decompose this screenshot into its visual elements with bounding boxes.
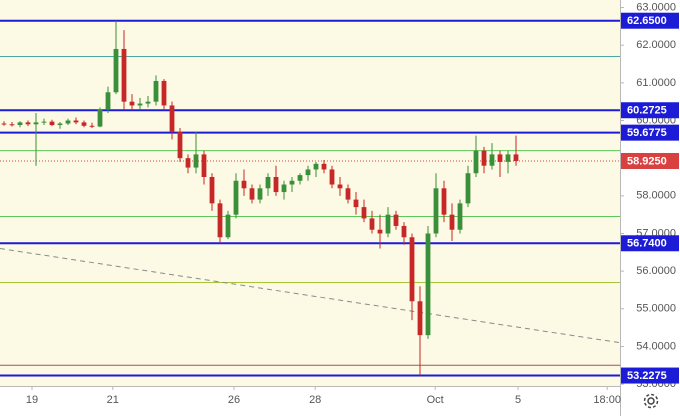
candle-body (153, 80, 159, 102)
x-tick-label: 18:00 (593, 394, 621, 406)
y-tick-label: 56.0000 (636, 265, 676, 277)
candle-body (321, 163, 327, 170)
candle-body (121, 48, 127, 102)
candle-body (81, 122, 87, 126)
candle-body (481, 150, 487, 166)
last-price-label: 58.9250 (627, 155, 667, 167)
candle-body (377, 229, 383, 234)
candle-body (417, 301, 423, 336)
level-label: 53.2275 (627, 370, 667, 382)
candle-body (329, 169, 335, 185)
candle-body (433, 188, 439, 234)
candle-body (17, 122, 23, 126)
candle-body (337, 184, 343, 189)
candle-body (257, 188, 263, 200)
candle-body (9, 124, 15, 126)
trend-line (0, 248, 621, 344)
level-tag (621, 235, 679, 252)
candle-body (289, 180, 295, 185)
level-label: 60.2725 (627, 105, 667, 117)
level-tag (621, 124, 679, 141)
candle-body (297, 175, 303, 181)
candle-body (225, 214, 231, 238)
level-label: 59.6775 (627, 127, 667, 139)
candle-body (505, 154, 511, 162)
level-label: 62.6500 (627, 15, 667, 27)
candle-body (513, 154, 519, 161)
candle-body (353, 199, 359, 208)
candle-body (281, 184, 287, 193)
y-tick-label: 54.0000 (636, 340, 676, 352)
candle-body (97, 109, 103, 127)
candle-body (497, 154, 503, 162)
candle-body (233, 180, 239, 215)
y-tick-label: 61.0000 (636, 77, 676, 89)
candle-body (313, 163, 319, 170)
time-axis (0, 386, 620, 416)
y-tick-label: 62.0000 (636, 39, 676, 51)
candle-body (89, 125, 95, 127)
price-axis (620, 0, 680, 416)
candle-body (57, 123, 63, 126)
candle-body (113, 48, 119, 93)
settings-icon[interactable] (643, 393, 659, 409)
level-tag (621, 102, 679, 119)
candle-body (161, 80, 167, 106)
candle-body (169, 105, 175, 132)
candle-body (209, 176, 215, 204)
y-tick-label: 58.0000 (636, 190, 676, 202)
level-tag (621, 367, 679, 384)
candle-body (369, 218, 375, 230)
candle-body (473, 150, 479, 174)
candle-body (457, 203, 463, 230)
candle-body (401, 225, 407, 238)
x-tick-label: 5 (515, 394, 521, 406)
candle-body (265, 176, 271, 189)
candle-body (385, 214, 391, 234)
candle-body (129, 101, 135, 106)
candle-body (145, 101, 151, 104)
x-tick-label: 28 (309, 394, 321, 406)
candle-body (241, 180, 247, 189)
candle-body (425, 233, 431, 336)
candle-body (25, 122, 31, 125)
candle-body (177, 131, 183, 159)
candle-body (73, 120, 79, 123)
candle-body (217, 203, 223, 238)
candle-body (409, 237, 415, 302)
x-tick-label: 26 (228, 394, 240, 406)
candle-body (185, 158, 191, 168)
candle-body (41, 121, 47, 123)
candle-body (449, 214, 455, 230)
candle-body (393, 214, 399, 226)
x-tick-label: 19 (26, 394, 38, 406)
candle-body (1, 123, 7, 125)
candle-body (441, 188, 447, 215)
y-tick-label: 55.0000 (636, 303, 676, 315)
candle-body (201, 154, 207, 177)
candle-body (65, 120, 71, 124)
last-price-tag (621, 152, 679, 169)
candle-body (273, 176, 279, 193)
candle-body (361, 207, 367, 219)
level-label: 56.7400 (627, 238, 667, 250)
y-tick-label: 63.0000 (636, 1, 676, 13)
candle-body (489, 154, 495, 166)
candle-body (305, 169, 311, 176)
plot-background (0, 0, 620, 386)
candle-body (249, 188, 255, 200)
candle-body (465, 173, 471, 204)
candle-body (345, 188, 351, 200)
x-tick-label: Oct (427, 394, 444, 406)
candle-body (49, 121, 55, 126)
candle-body (105, 92, 111, 110)
x-tick-label: 21 (107, 394, 119, 406)
candle-body (137, 103, 143, 106)
candle-body (33, 122, 39, 125)
candle-body (193, 154, 199, 168)
level-tag (621, 12, 679, 29)
